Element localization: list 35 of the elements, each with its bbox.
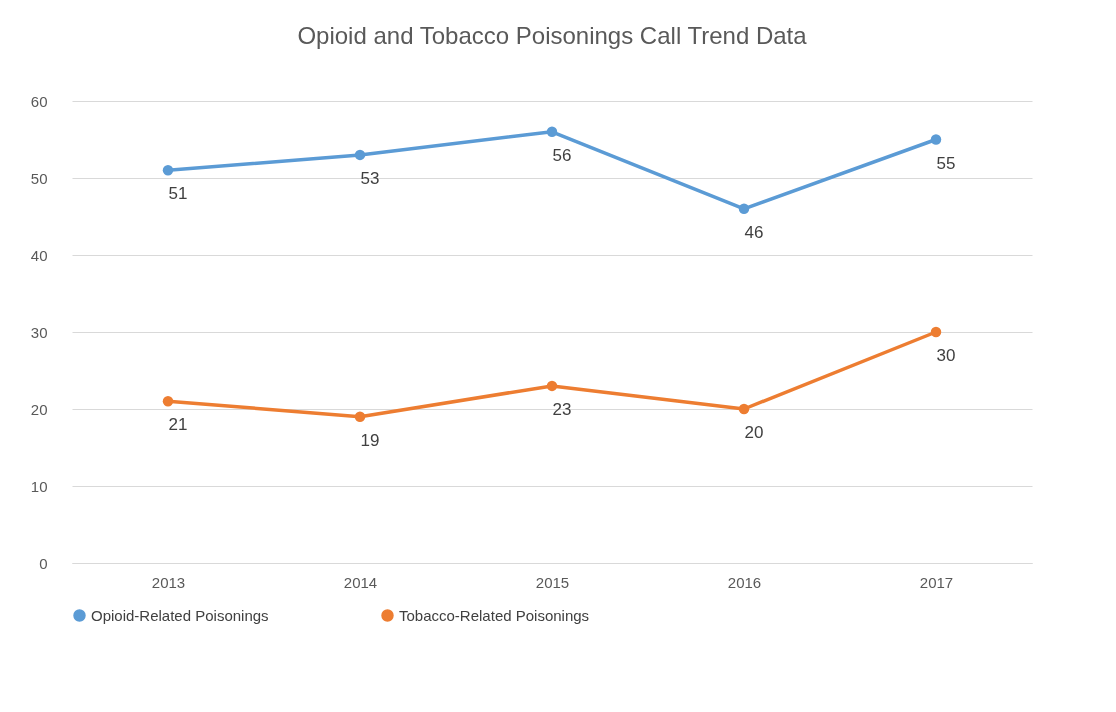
point [738, 403, 750, 415]
point [930, 326, 942, 338]
x-tick-label: 2017 [919, 573, 954, 591]
legend-label: Opioid-Related Poisonings [91, 606, 269, 624]
data-label: 21 [168, 415, 188, 435]
x-tick-label: 2014 [343, 573, 378, 591]
legend-label: Tobacco-Related Poisonings [399, 606, 590, 624]
y-tick-label: 60 [30, 92, 48, 110]
data-label: 51 [168, 184, 188, 204]
x-tick-label: 2016 [727, 573, 762, 591]
y-tick-label: 40 [30, 246, 48, 264]
point [738, 203, 750, 215]
data-label: 23 [552, 399, 572, 419]
chart-title: Opioid and Tobacco Poisonings Call Trend Data [297, 22, 808, 49]
point [930, 134, 942, 145]
data-label: 56 [552, 145, 572, 165]
point [162, 165, 174, 176]
x-tick-label: 2013 [151, 573, 186, 591]
data-label: 53 [360, 168, 380, 188]
y-tick-label: 10 [30, 477, 48, 495]
data-label: 55 [936, 153, 956, 173]
data-label: 46 [744, 222, 764, 242]
y-tick-label: 0 [39, 554, 48, 572]
point [354, 411, 366, 422]
y-tick-label: 50 [30, 169, 48, 187]
data-label: 20 [744, 423, 764, 442]
y-tick-label: 20 [30, 400, 48, 418]
point [546, 126, 558, 138]
x-tick-label: 2015 [535, 573, 570, 591]
point [354, 149, 366, 161]
point [546, 380, 558, 392]
y-tick-label: 30 [30, 323, 48, 341]
data-label: 30 [936, 346, 956, 365]
point [162, 396, 174, 407]
data-label: 19 [360, 430, 380, 450]
